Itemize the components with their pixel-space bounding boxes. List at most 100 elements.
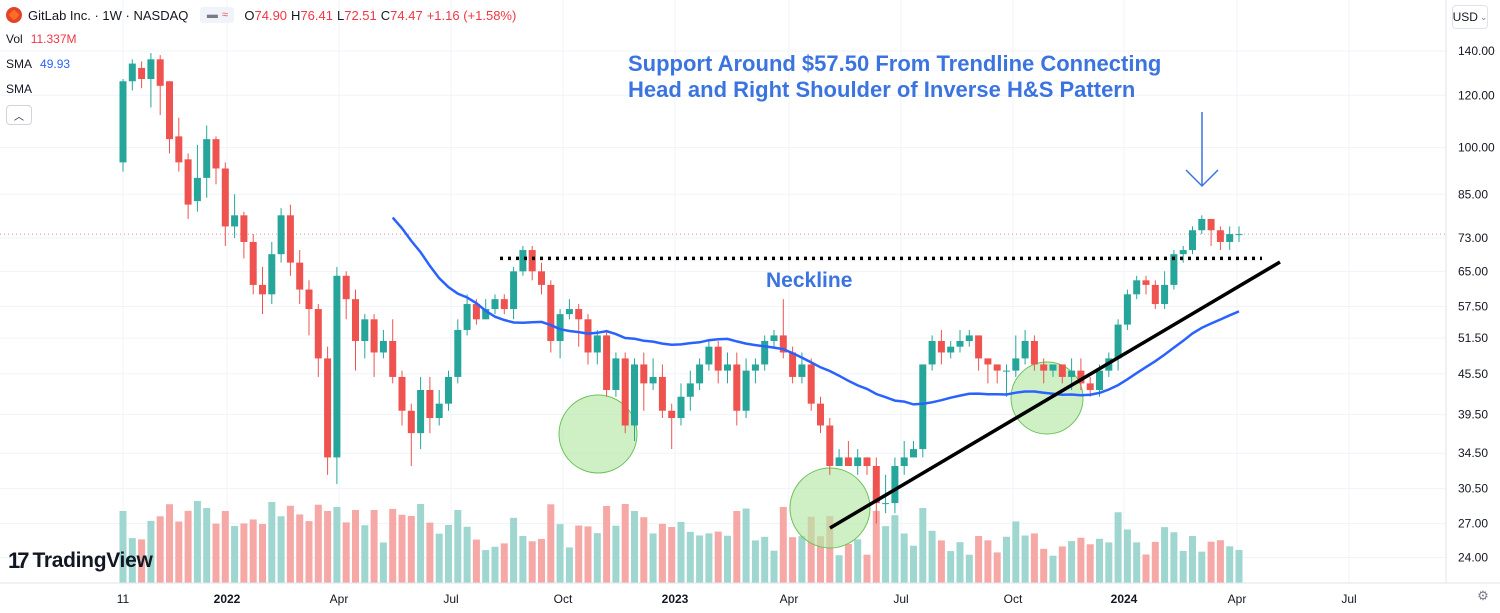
candle[interactable] — [249, 234, 257, 295]
candle[interactable] — [1226, 226, 1234, 251]
candle[interactable] — [1189, 226, 1196, 255]
candle[interactable] — [807, 358, 815, 411]
candle[interactable] — [510, 266, 518, 320]
candle[interactable] — [547, 280, 555, 353]
candle[interactable] — [1170, 250, 1178, 290]
candle[interactable] — [742, 358, 750, 419]
candle[interactable] — [175, 117, 183, 172]
candle[interactable] — [900, 441, 908, 475]
candle[interactable] — [919, 364, 927, 458]
candle[interactable] — [1216, 226, 1224, 251]
candle[interactable] — [965, 329, 973, 347]
candle[interactable] — [1114, 319, 1122, 371]
candle[interactable] — [593, 329, 601, 365]
candle[interactable] — [212, 136, 220, 185]
candle[interactable] — [1077, 358, 1085, 390]
candle[interactable] — [621, 352, 629, 434]
candle[interactable] — [221, 162, 229, 246]
candle[interactable] — [426, 376, 434, 434]
candle[interactable] — [1058, 364, 1066, 384]
candle[interactable] — [835, 449, 843, 466]
candle[interactable] — [528, 245, 536, 281]
candle[interactable] — [631, 358, 638, 442]
candle[interactable] — [435, 389, 443, 426]
candle[interactable] — [240, 211, 248, 259]
candle[interactable] — [1040, 358, 1048, 384]
candle[interactable] — [993, 364, 1001, 384]
candle[interactable] — [519, 245, 527, 276]
candle[interactable] — [1030, 335, 1038, 371]
sma1-indicator-row[interactable]: SMA 49.93 — [6, 51, 520, 76]
candle[interactable] — [128, 59, 136, 91]
candle[interactable] — [166, 81, 173, 154]
currency-selector[interactable]: USD ⌄ — [1452, 5, 1488, 29]
candle[interactable] — [538, 262, 545, 295]
candle[interactable] — [296, 250, 304, 305]
candle[interactable] — [844, 441, 852, 466]
candle[interactable] — [854, 449, 862, 475]
candle[interactable] — [259, 266, 266, 315]
candle[interactable] — [705, 340, 713, 371]
candle[interactable] — [1142, 275, 1150, 295]
candle[interactable] — [268, 241, 276, 305]
candle[interactable] — [333, 266, 341, 484]
candle[interactable] — [724, 352, 731, 384]
candle[interactable] — [947, 340, 955, 359]
candle[interactable] — [556, 309, 564, 359]
candle[interactable] — [1133, 275, 1141, 300]
tradingview-logo[interactable]: 17 TradingView — [8, 548, 153, 574]
symbol-title[interactable]: GitLab Inc. · 1W · NASDAQ — [28, 7, 189, 23]
candle[interactable] — [361, 314, 369, 359]
candle[interactable] — [286, 204, 294, 276]
candle[interactable] — [1021, 329, 1029, 365]
candle[interactable] — [1049, 364, 1057, 377]
candle[interactable] — [770, 329, 778, 347]
candle[interactable] — [817, 396, 824, 434]
candle[interactable] — [1012, 335, 1020, 377]
candle[interactable] — [1207, 218, 1215, 246]
candle[interactable] — [603, 329, 611, 397]
candle[interactable] — [1198, 215, 1206, 235]
candle[interactable] — [1179, 245, 1187, 263]
candle[interactable] — [863, 457, 871, 475]
candle[interactable] — [612, 352, 620, 397]
candle[interactable] — [203, 125, 211, 198]
candle[interactable] — [956, 329, 964, 353]
candle[interactable] — [584, 314, 592, 365]
candle[interactable] — [379, 329, 387, 359]
candle[interactable] — [352, 289, 359, 371]
candle[interactable] — [138, 61, 146, 89]
candle[interactable] — [389, 319, 397, 384]
candle[interactable] — [482, 299, 490, 320]
candle[interactable] — [463, 294, 471, 336]
candle[interactable] — [277, 208, 285, 263]
candle[interactable] — [575, 304, 583, 347]
candle[interactable] — [305, 280, 313, 336]
candle[interactable] — [891, 457, 899, 514]
candle[interactable] — [1003, 364, 1010, 397]
candle[interactable] — [1123, 289, 1131, 330]
collapse-legend-button[interactable]: ︿ — [6, 105, 32, 125]
volume-indicator-row[interactable]: Vol 11.337M — [6, 26, 520, 51]
candle[interactable] — [761, 335, 769, 371]
candle[interactable] — [445, 370, 452, 411]
candle[interactable] — [1161, 271, 1169, 310]
candle[interactable] — [119, 78, 127, 172]
candle[interactable] — [193, 144, 201, 212]
candle[interactable] — [658, 364, 666, 419]
candle[interactable] — [454, 319, 462, 384]
price-axis-bg[interactable] — [1446, 0, 1500, 608]
candle[interactable] — [500, 294, 508, 315]
candle[interactable] — [565, 299, 573, 320]
candle[interactable] — [714, 340, 722, 384]
candle[interactable] — [407, 403, 415, 466]
sma2-indicator-row[interactable]: SMA — [6, 76, 520, 101]
candle[interactable] — [324, 346, 332, 475]
candle[interactable] — [640, 352, 648, 411]
candle[interactable] — [342, 271, 350, 320]
candle[interactable] — [696, 358, 704, 390]
candle[interactable] — [668, 403, 676, 450]
candle[interactable] — [686, 370, 694, 411]
